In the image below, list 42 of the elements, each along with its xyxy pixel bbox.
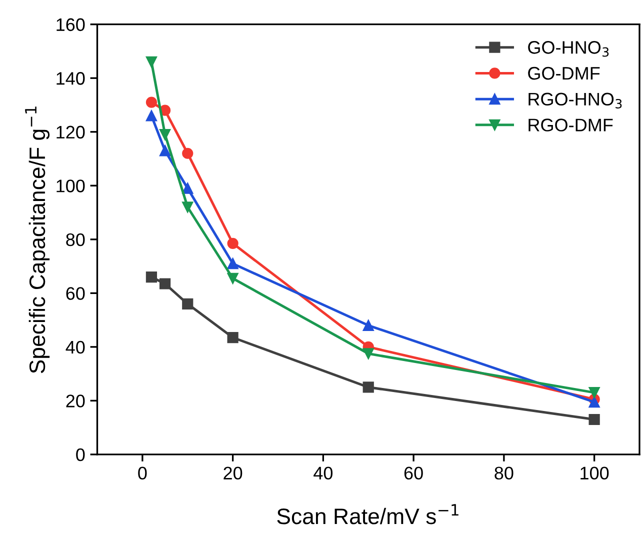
x-tick-label: 40: [314, 466, 333, 480]
point: [227, 258, 238, 270]
point: [182, 148, 194, 159]
x-axis-title: Scan Rate/mV s$^{−1}$: [277, 504, 458, 524]
y-tick-label: 140: [56, 72, 85, 85]
point: [362, 382, 374, 393]
point: [588, 414, 600, 426]
y-tick-label: 80: [66, 233, 85, 246]
x-tick-label: 80: [494, 466, 514, 480]
y-axis-title: Specific Capacitance/F g$^{−1}$: [25, 106, 50, 374]
x-tick-label: 100: [580, 466, 609, 480]
x-tick-label: 0: [138, 466, 147, 480]
point: [146, 110, 158, 122]
y-tick-label: 100: [56, 180, 85, 192]
legend-label: GO-DMF: [528, 66, 600, 80]
legend-label: RGO-HNO$_{3}$: [528, 92, 622, 109]
point: [159, 278, 171, 290]
y-tick-label: 120: [56, 126, 85, 139]
point: [159, 145, 171, 156]
point: [362, 320, 374, 331]
x-tick-label: 60: [404, 466, 423, 480]
y-tick-label: 0: [76, 448, 85, 462]
y-tick-label: 20: [66, 394, 85, 408]
point: [146, 271, 158, 283]
point: [182, 298, 194, 310]
legend-label: RGO-DMF: [528, 118, 613, 132]
point: [182, 182, 194, 194]
point: [362, 348, 374, 360]
y-tick-label: 60: [66, 287, 85, 300]
point: [146, 56, 158, 68]
x-tick-label: 20: [224, 466, 242, 480]
point: [588, 396, 600, 408]
y-tick-label: 40: [66, 340, 85, 354]
point: [588, 387, 600, 398]
legend-label: GO-HNO$_{3}$: [528, 41, 609, 57]
point: [227, 332, 238, 344]
point: [146, 96, 158, 108]
point: [182, 202, 194, 213]
point: [227, 238, 238, 249]
point: [227, 272, 238, 284]
y-tick-label: 160: [56, 18, 85, 32]
point: [159, 129, 171, 140]
